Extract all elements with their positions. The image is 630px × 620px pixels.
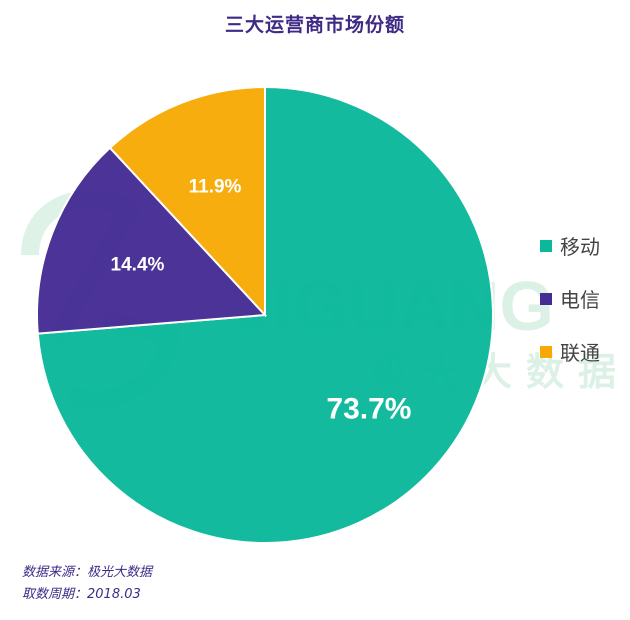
- period-line: 取数周期： 2018.03: [22, 584, 152, 606]
- source-line: 数据来源： 极光大数据: [22, 562, 152, 584]
- slice-label-mobile: 73.7%: [326, 393, 411, 426]
- footer-notes: 数据来源： 极光大数据 取数周期： 2018.03: [22, 562, 152, 606]
- pie-slice-unicom: [108, 85, 266, 318]
- period-value: 2018.03: [87, 587, 141, 602]
- period-label: 取数周期：: [22, 587, 88, 602]
- slice-label-unicom: 11.9%: [189, 177, 242, 198]
- chart-title: 三大运营商市场份额: [224, 14, 405, 36]
- legend-swatch-unicom: [540, 345, 552, 358]
- pie-slice-telecom: [36, 146, 268, 335]
- legend-label-telecom: 电信: [560, 288, 600, 312]
- source-label: 数据来源：: [22, 565, 88, 580]
- source-value: 极光大数据: [87, 565, 153, 580]
- legend-item-mobile: 移动: [540, 232, 600, 259]
- legend-label-mobile: 移动: [560, 235, 600, 259]
- pie-slices: [36, 85, 494, 544]
- legend-swatch-mobile: [540, 239, 552, 252]
- pie-labels: 73.7% 14.4% 11.9%: [111, 177, 412, 426]
- legend-item-telecom: 电信: [540, 285, 600, 312]
- legend-label-unicom: 联通: [560, 341, 600, 365]
- legend: 移动 电信 联通: [540, 232, 600, 391]
- legend-item-unicom: 联通: [540, 338, 600, 365]
- legend-swatch-telecom: [540, 292, 552, 305]
- slice-label-telecom: 14.4%: [111, 254, 165, 275]
